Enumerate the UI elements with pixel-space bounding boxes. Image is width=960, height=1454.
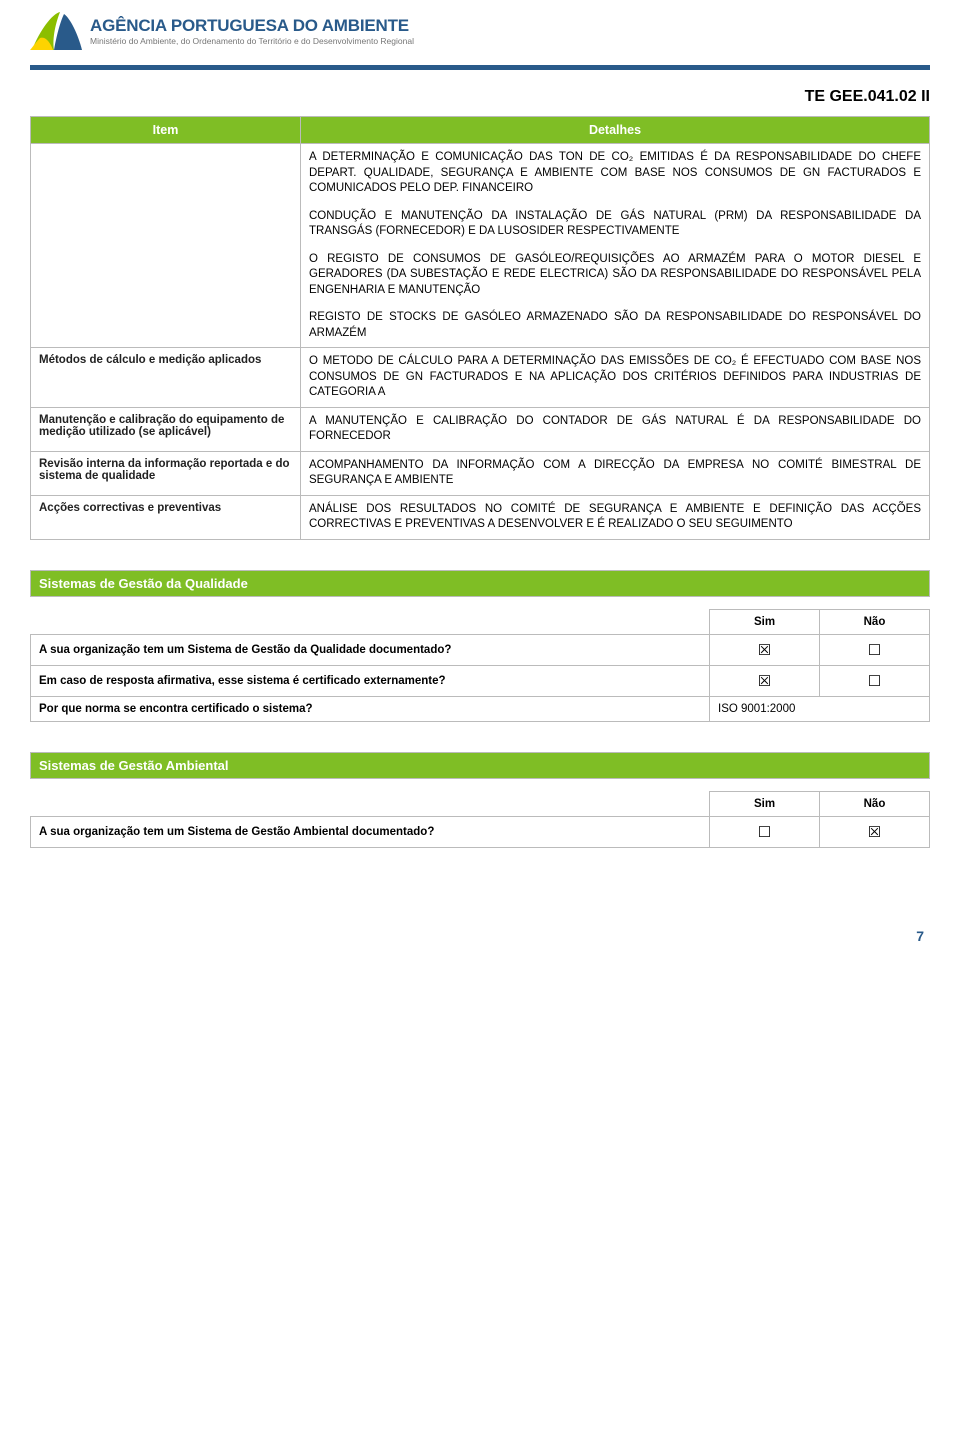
details-paragraph: ACOMPANHAMENTO DA INFORMAÇÃO COM A DIREC… (309, 458, 921, 489)
table-row: Revisão interna da informação reportada … (31, 451, 930, 495)
checkbox-sim[interactable]: ☐ (710, 816, 820, 847)
item-cell: Manutenção e calibração do equipamento d… (31, 407, 301, 451)
question-cell: A sua organização tem um Sistema de Gest… (31, 816, 710, 847)
details-cell: A MANUTENÇÃO E CALIBRAÇÃO DO CONTADOR DE… (301, 407, 930, 451)
item-cell: Acções correctivas e preventivas (31, 495, 301, 539)
checkbox-nao[interactable]: ☐ (820, 634, 930, 665)
checkbox-nao[interactable]: ☐ (820, 665, 930, 696)
page-number: 7 (30, 928, 930, 944)
details-paragraph: REGISTO DE STOCKS DE GASÓLEO ARMAZENADO … (309, 310, 921, 341)
table-row: Acções correctivas e preventivas ANÁLISE… (31, 495, 930, 539)
section-title-quality: Sistemas de Gestão da Qualidade (30, 570, 930, 597)
header-rule (30, 65, 930, 70)
table-row: A sua organização tem um Sistema de Gest… (31, 634, 930, 665)
details-paragraph: A MANUTENÇÃO E CALIBRAÇÃO DO CONTADOR DE… (309, 414, 921, 445)
question-cell: Por que norma se encontra certificado o … (31, 696, 710, 721)
document-code: TE GEE.041.02 II (30, 88, 930, 106)
col-header-sim: Sim (710, 609, 820, 634)
details-cell: ACOMPANHAMENTO DA INFORMAÇÃO COM A DIREC… (301, 451, 930, 495)
details-cell: O METODO DE CÁLCULO PARA A DETERMINAÇÃO … (301, 348, 930, 408)
table-row: Em caso de resposta afirmativa, esse sis… (31, 665, 930, 696)
checkbox-sim[interactable]: ☒ (710, 665, 820, 696)
table-row: Por que norma se encontra certificado o … (31, 696, 930, 721)
item-cell (31, 144, 301, 348)
details-cell: ANÁLISE DOS RESULTADOS NO COMITÉ DE SEGU… (301, 495, 930, 539)
table-row: A sua organização tem um Sistema de Gest… (31, 816, 930, 847)
details-paragraph: ANÁLISE DOS RESULTADOS NO COMITÉ DE SEGU… (309, 502, 921, 533)
col-header-nao: Não (820, 609, 930, 634)
agency-subtitle: Ministério do Ambiente, do Ordenamento d… (90, 35, 414, 46)
agency-logo-icon (30, 8, 84, 55)
blank-cell (31, 791, 710, 816)
section-title-environmental: Sistemas de Gestão Ambiental (30, 752, 930, 779)
checkbox-nao[interactable]: ☒ (820, 816, 930, 847)
checkbox-sim[interactable]: ☒ (710, 634, 820, 665)
blank-cell (31, 609, 710, 634)
question-cell: Em caso de resposta afirmativa, esse sis… (31, 665, 710, 696)
col-header-nao: Não (820, 791, 930, 816)
item-cell: Revisão interna da informação reportada … (31, 451, 301, 495)
page-header: AGÊNCIA PORTUGUESA DO AMBIENTE Ministéri… (30, 0, 930, 61)
col-header-sim: Sim (710, 791, 820, 816)
col-header-item: Item (31, 117, 301, 144)
details-paragraph: O METODO DE CÁLCULO PARA A DETERMINAÇÃO … (309, 354, 921, 401)
table-row: A DETERMINAÇÃO E COMUNICAÇÃO DAS TON DE … (31, 144, 930, 348)
agency-title: AGÊNCIA PORTUGUESA DO AMBIENTE (90, 17, 414, 35)
col-header-details: Detalhes (301, 117, 930, 144)
question-cell: A sua organização tem um Sistema de Gest… (31, 634, 710, 665)
details-paragraph: O REGISTO DE CONSUMOS DE GASÓLEO/REQUISI… (309, 252, 921, 299)
table-row: Manutenção e calibração do equipamento d… (31, 407, 930, 451)
table-row: Métodos de cálculo e medição aplicados O… (31, 348, 930, 408)
details-cell: A DETERMINAÇÃO E COMUNICAÇÃO DAS TON DE … (301, 144, 930, 348)
item-cell: Métodos de cálculo e medição aplicados (31, 348, 301, 408)
quality-qa-table: Sim Não A sua organização tem um Sistema… (30, 609, 930, 722)
answer-text: ISO 9001:2000 (710, 696, 930, 721)
details-paragraph: CONDUÇÃO E MANUTENÇÃO DA INSTALAÇÃO DE G… (309, 209, 921, 240)
details-paragraph: A DETERMINAÇÃO E COMUNICAÇÃO DAS TON DE … (309, 150, 921, 197)
environmental-qa-table: Sim Não A sua organização tem um Sistema… (30, 791, 930, 848)
item-details-table: Item Detalhes A DETERMINAÇÃO E COMUNICAÇ… (30, 116, 930, 540)
